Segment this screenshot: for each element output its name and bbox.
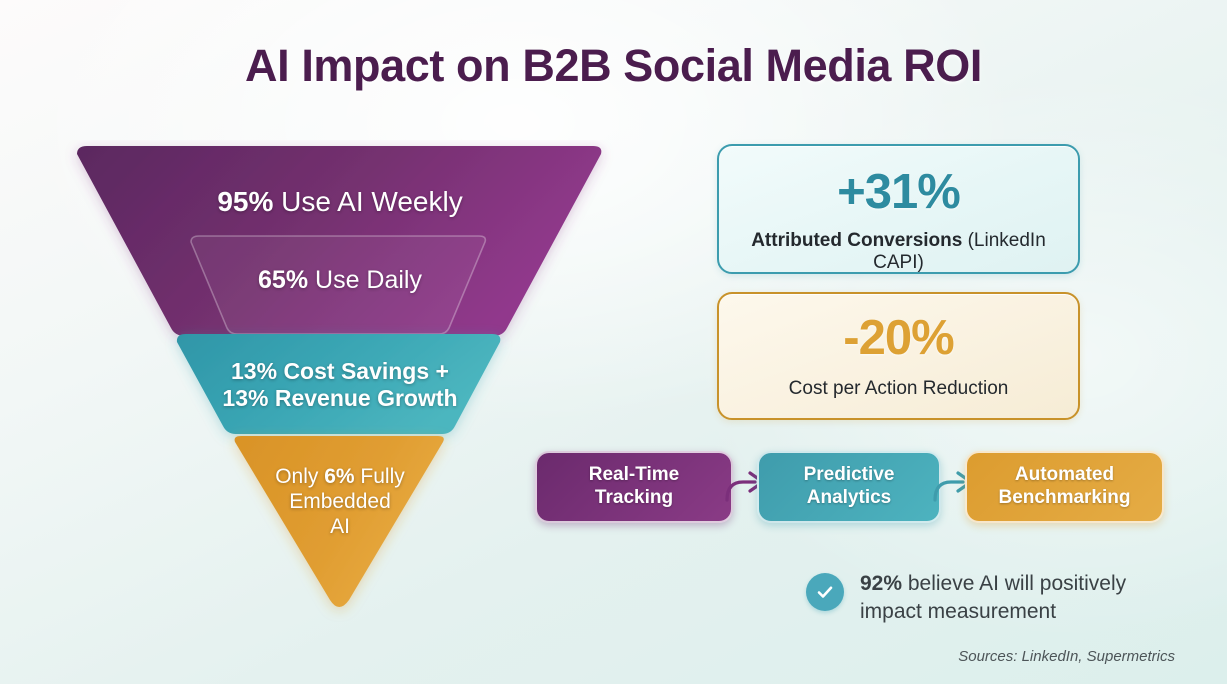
belief-text: 92% believe AI will positively impact me… bbox=[860, 570, 1186, 625]
funnel-stage-daily bbox=[190, 235, 487, 335]
page-title: AI Impact on B2B Social Media ROI bbox=[245, 40, 982, 91]
sources-note: Sources: LinkedIn, Supermetrics bbox=[958, 648, 1175, 665]
stat-value-cost-per-action: -20% bbox=[843, 311, 954, 365]
checkmark-icon bbox=[817, 586, 833, 598]
stat-label-rest-part: (LinkedIn CAPI) bbox=[873, 230, 1046, 273]
belief-rest: believe AI will positively impact measur… bbox=[860, 572, 1127, 623]
funnel-chart: 95% Use AI Weekly 65% Use Daily 13% Cost… bbox=[55, 140, 625, 630]
stat-value-attributed-conversions: +31% bbox=[837, 165, 961, 219]
funnel-stage-embedded bbox=[234, 436, 444, 607]
funnel-stage-weekly bbox=[77, 146, 602, 336]
process-flow: Real-Time Tracking Predictive Analytics Au… bbox=[535, 451, 1170, 535]
stat-card-attributed-conversions: +31% Attributed Conversions (LinkedIn CA… bbox=[717, 144, 1080, 274]
stat-card-cost-per-action: -20% Cost per Action Reduction bbox=[717, 292, 1080, 420]
process-step-real-time-tracking[interactable]: Real-Time Tracking bbox=[535, 451, 733, 523]
process-step-automated-benchmarking[interactable]: Automated Benchmarking bbox=[965, 451, 1164, 523]
funnel-shapes bbox=[77, 146, 602, 607]
process-step-2-text: Predictive Analytics bbox=[803, 464, 895, 508]
process-step-1-text: Real-Time Tracking bbox=[588, 464, 680, 508]
stat-label-cost-per-action: Cost per Action Reduction bbox=[788, 378, 1009, 399]
check-circle-icon bbox=[806, 573, 844, 611]
stat-label-attributed-conversions: Attributed Conversions (LinkedIn CAPI) bbox=[719, 230, 1078, 274]
stat-label-bold-part: Attributed Conversions bbox=[751, 230, 963, 251]
funnel-stage-savings bbox=[176, 334, 501, 434]
belief-value: 92% bbox=[860, 572, 903, 595]
process-step-3-text: Automated Benchmarking bbox=[998, 464, 1131, 508]
process-step-predictive-analytics[interactable]: Predictive Analytics bbox=[757, 451, 941, 523]
belief-statement: 92% believe AI will positively impact me… bbox=[806, 570, 1186, 625]
